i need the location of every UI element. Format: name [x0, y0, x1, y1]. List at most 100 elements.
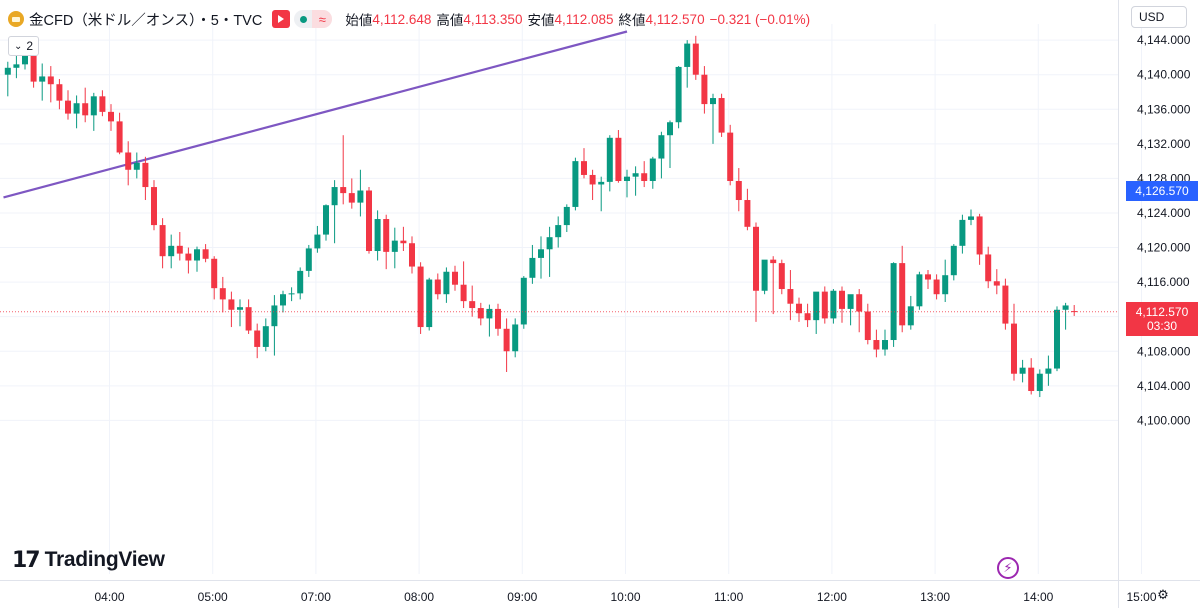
candle	[649, 156, 656, 189]
candle	[641, 161, 648, 188]
candle-body	[99, 96, 106, 112]
candle-body	[950, 245, 957, 276]
candle	[254, 323, 261, 359]
y-tick-label: 4,108.000	[1137, 344, 1191, 358]
candle	[684, 40, 691, 88]
candle	[968, 209, 974, 226]
indicator-count: 2	[26, 39, 34, 53]
candle	[787, 270, 794, 321]
candle	[331, 180, 338, 244]
candle	[864, 303, 871, 345]
candle	[520, 276, 527, 329]
candle-body	[271, 305, 278, 327]
candle	[176, 231, 183, 261]
candle	[589, 169, 596, 201]
countdown-timer: 03:30	[1146, 318, 1178, 333]
candle-body	[667, 122, 673, 136]
candle	[770, 256, 777, 315]
candle-body	[297, 270, 304, 294]
x-tick-label: 05:00	[198, 590, 228, 604]
candle	[615, 130, 622, 183]
candle	[942, 259, 949, 302]
candle	[821, 286, 828, 324]
candle	[56, 79, 63, 110]
candle-body	[56, 84, 63, 101]
candle	[1011, 303, 1017, 381]
candle	[1071, 305, 1078, 316]
candle-body	[1028, 367, 1035, 392]
candle	[297, 267, 304, 300]
candle	[168, 234, 175, 269]
symbol-header: 金CFD（米ドル／オンス）・5・TVC ≈ 始値 4,112.648 高値 4,…	[8, 8, 810, 30]
candle	[366, 187, 372, 254]
tradingview-logo[interactable]: 17 TradingView	[12, 547, 165, 573]
candle-body	[452, 271, 458, 285]
candle	[925, 270, 931, 290]
candle	[219, 276, 226, 313]
candle-body	[847, 294, 854, 309]
candle-body	[374, 219, 381, 252]
candle-body	[589, 174, 596, 185]
indicators-toggle[interactable]: ⌄ 2	[8, 36, 40, 56]
candle-body	[563, 206, 570, 226]
candle	[959, 214, 966, 254]
candle	[873, 329, 880, 358]
candle-body	[331, 187, 338, 206]
candle-body	[907, 306, 914, 326]
candle	[993, 269, 1000, 295]
candle	[125, 141, 132, 186]
candle-body	[735, 181, 742, 201]
lightning-icon[interactable]: ⚡	[997, 557, 1019, 579]
candle-body	[882, 340, 888, 350]
candle	[907, 295, 914, 330]
current-price-tag: 4,112.570 03:30	[1126, 301, 1198, 336]
candle-body	[237, 307, 243, 310]
candle-body	[391, 240, 398, 252]
candle-body	[606, 137, 613, 182]
time-axis[interactable]: 04:00 05:00 07:00 08:00 09:00 10:00 11:00 12:00…	[94, 590, 1156, 604]
candle	[976, 213, 983, 265]
candle-body	[434, 279, 441, 295]
candle-body	[710, 98, 716, 105]
candle-body	[581, 161, 587, 175]
x-tick-label: 11:00	[714, 590, 743, 604]
candle-body	[39, 76, 46, 82]
trendline-layer[interactable]	[3, 30, 628, 199]
candle-body	[718, 98, 725, 133]
candle	[985, 246, 992, 289]
candle-body	[1011, 323, 1017, 374]
candle	[314, 225, 321, 253]
candle	[39, 63, 46, 101]
candle-body	[73, 103, 80, 114]
candle	[323, 204, 329, 241]
logo-text: TradingView	[44, 548, 165, 571]
candle	[159, 218, 166, 269]
candle	[692, 35, 699, 80]
settings-gear-icon[interactable]: ⚙	[1157, 587, 1169, 602]
market-status-pill[interactable]: ≈	[294, 10, 333, 28]
candle-body	[417, 266, 424, 328]
candle-body	[176, 245, 183, 254]
level-price-value: 4,126.570	[1135, 183, 1189, 198]
candle	[391, 227, 398, 269]
level-price-tag: 4,126.570	[1126, 180, 1198, 201]
flag-icon[interactable]	[272, 10, 291, 28]
candle-body	[47, 76, 54, 85]
candle-body	[968, 216, 974, 220]
candle	[374, 210, 381, 261]
symbol-title[interactable]: 金CFD（米ドル／オンス）・5・TVC	[29, 12, 263, 29]
candle	[228, 291, 235, 328]
price-axis[interactable]: 4,100.0004,104.0004,108.0004,112.0004,11…	[1137, 33, 1191, 427]
candle-body	[624, 176, 630, 182]
y-tick-label: 4,120.000	[1137, 241, 1191, 255]
candle	[538, 236, 544, 279]
currency-selector[interactable]: USD	[1131, 6, 1187, 28]
candle	[512, 318, 519, 358]
candle-body	[30, 55, 37, 82]
candle	[90, 92, 97, 131]
candle-body	[477, 308, 484, 319]
candle	[718, 93, 725, 137]
candle	[1036, 369, 1043, 398]
approx-icon: ≈	[312, 10, 333, 28]
